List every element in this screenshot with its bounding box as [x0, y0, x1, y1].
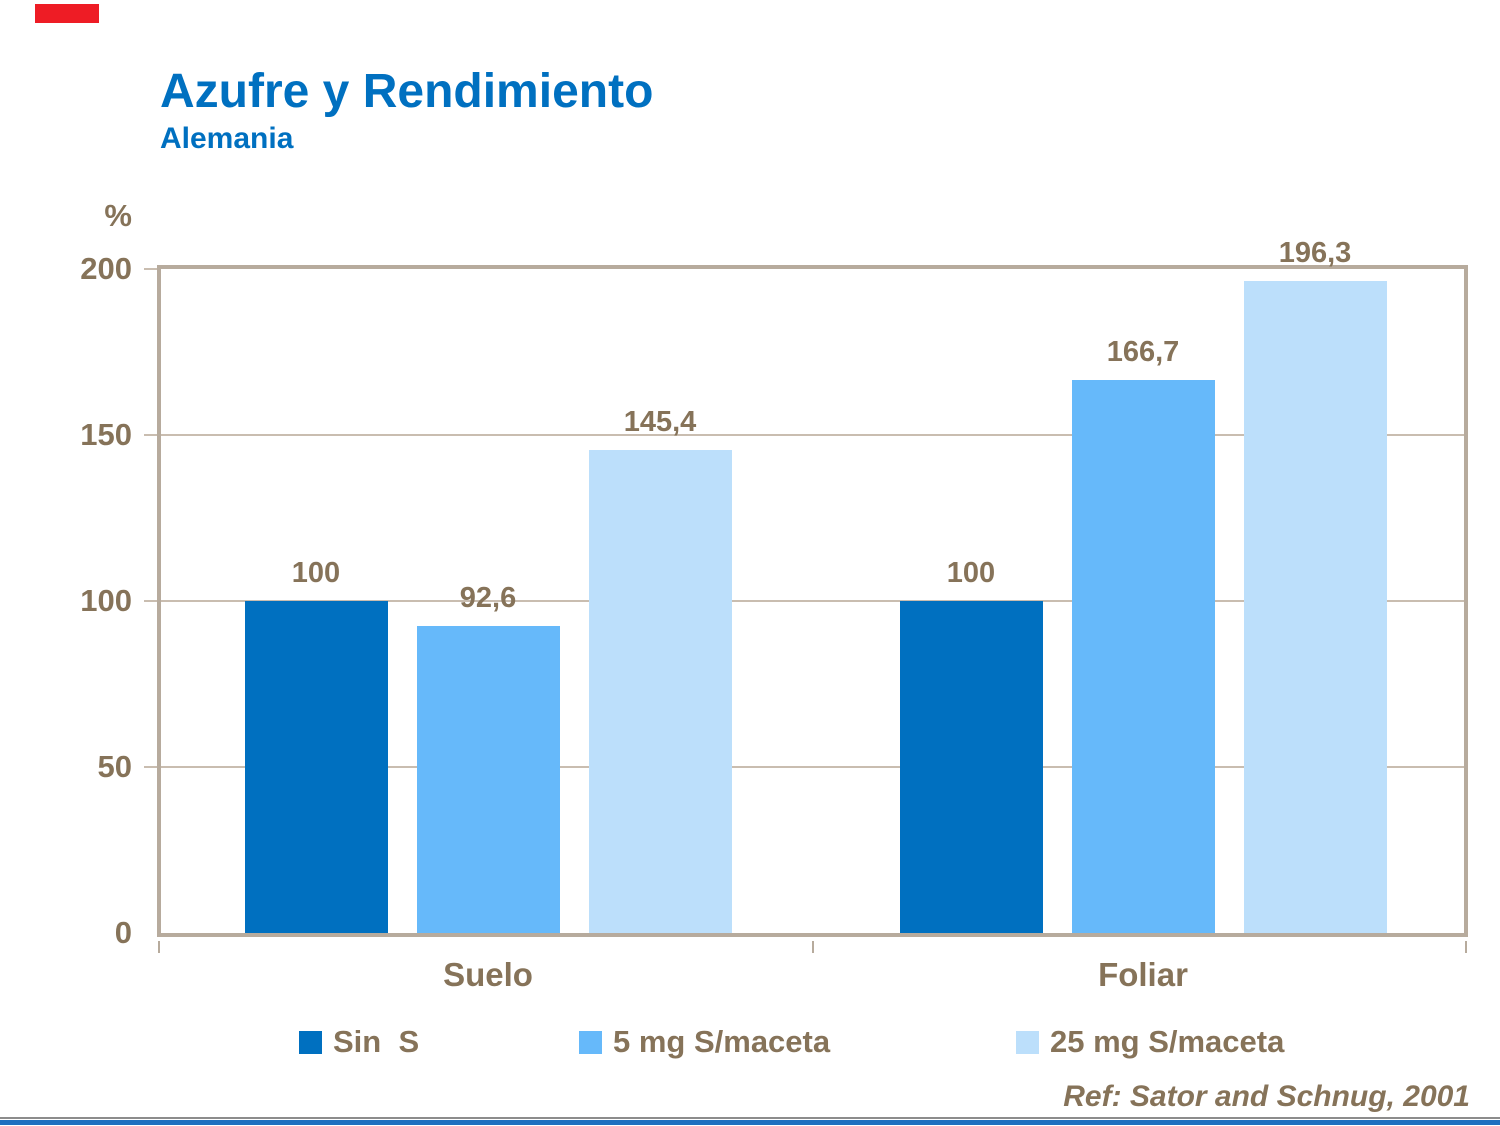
legend-label: 5 mg S/maceta: [613, 1024, 831, 1059]
gridline: [161, 434, 1464, 436]
bar-foliar-series-1: [899, 601, 1043, 933]
x-category-label-foliar: Foliar: [1098, 956, 1188, 993]
bar-foliar-series-3: [1243, 281, 1387, 933]
legend-item: 25 mg S/maceta: [1016, 1024, 1284, 1060]
bar-value-label: 100: [291, 557, 341, 589]
bar-foliar-series-2: [1071, 379, 1215, 933]
x-axis-tick: [1465, 941, 1467, 953]
x-axis-tick: [811, 941, 814, 953]
gridline: [161, 600, 1464, 602]
y-axis-tick: [144, 766, 157, 768]
y-tick-label: 200: [80, 251, 132, 286]
x-axis-tick: [158, 941, 160, 953]
bar-suelo-series-3: [588, 450, 732, 933]
legend-marker-icon: [579, 1030, 602, 1054]
chart-title: Azufre y Rendimiento: [160, 65, 654, 118]
legend-marker-icon: [1016, 1030, 1039, 1054]
bar-value-label: 196,3: [1278, 237, 1352, 270]
bar-suelo-series-2: [416, 625, 560, 933]
chart-subtitle: Alemania: [160, 122, 294, 155]
legend-item: 5 mg S/maceta: [579, 1024, 830, 1060]
legend-marker-icon: [299, 1030, 322, 1054]
y-tick-label: 50: [97, 749, 132, 784]
y-tick-label: 0: [114, 915, 132, 950]
legend-label: 25 mg S/maceta: [1050, 1024, 1285, 1059]
bottom-divider-gray: [0, 1117, 1500, 1119]
red-accent-bar: [35, 4, 99, 23]
bar-value-label: 166,7: [1106, 335, 1180, 368]
reference-text: Ref: Sator and Schnug, 2001: [1063, 1080, 1470, 1113]
bar-value-label: 145,4: [623, 406, 697, 439]
y-axis-tick: [144, 434, 157, 436]
gridline: [161, 766, 1464, 768]
bottom-divider-blue: [0, 1120, 1500, 1125]
legend-item: Sin S: [299, 1024, 419, 1060]
bar-suelo-series-1: [244, 601, 388, 933]
y-tick-label: 100: [80, 583, 132, 618]
plot-area: 100 92,6 145,4 100 166,7 196,3: [157, 237, 1468, 937]
y-axis-tick: [144, 268, 157, 270]
y-axis-tick: [144, 600, 157, 602]
y-axis-unit-label: %: [104, 198, 132, 233]
y-tick-label: 150: [80, 417, 132, 452]
bar-value-label: 100: [946, 557, 996, 589]
x-category-label-suelo: Suelo: [443, 956, 533, 993]
chart-legend: Sin S 5 mg S/maceta 25 mg S/maceta: [0, 1024, 1500, 1068]
legend-label: Sin S: [333, 1024, 420, 1059]
bar-value-label: 92,6: [459, 581, 517, 614]
